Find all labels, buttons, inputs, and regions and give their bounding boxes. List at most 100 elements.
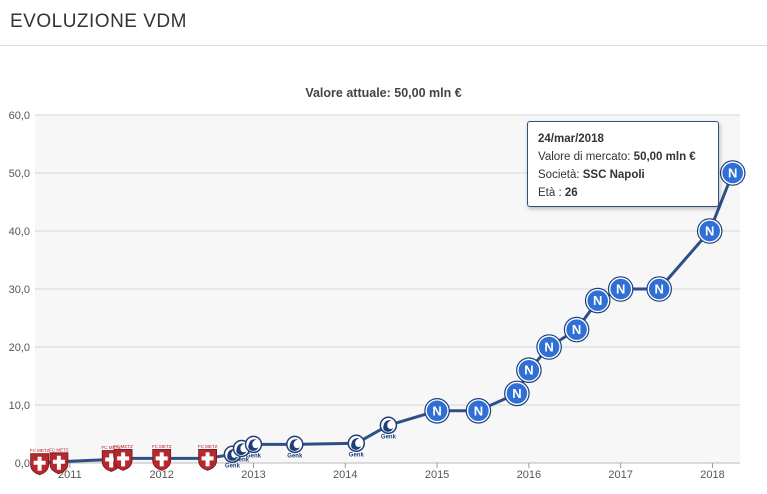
napoli-marker-letter: N	[572, 322, 581, 337]
x-tick-label: 2015	[425, 469, 449, 481]
x-tick-label: 2013	[241, 469, 265, 481]
napoli-marker-letter: N	[593, 293, 602, 308]
napoli-marker-ring	[584, 287, 611, 314]
napoli-marker-letter: N	[705, 224, 714, 239]
genk-marker-swirl	[351, 438, 362, 450]
tooltip-market-value: 50,00 mln €	[633, 151, 696, 163]
data-point: Genk	[379, 416, 398, 440]
napoli-marker-ring	[465, 397, 492, 424]
napoli-marker	[425, 399, 449, 423]
napoli-marker	[720, 161, 745, 185]
data-point: N	[516, 357, 542, 384]
genk-marker-label: Genk	[349, 452, 365, 458]
y-tick-label: 40,0	[9, 226, 30, 238]
napoli-marker-letter: N	[655, 282, 664, 297]
genk-marker-label: Genk	[246, 453, 262, 459]
genk-marker-label: Genk	[225, 463, 241, 469]
data-point: N	[696, 218, 723, 244]
napoli-marker-ring	[536, 334, 562, 360]
y-tick-label: 30,0	[9, 284, 30, 296]
napoli-marker	[564, 317, 589, 342]
data-point: FC METZ	[198, 444, 218, 471]
napoli-marker	[697, 219, 722, 243]
tooltip-market-value-row: Valore di mercato: 50,00 mln €	[538, 148, 708, 166]
napoli-marker-ring	[719, 160, 746, 186]
data-point: N	[607, 276, 634, 302]
genk-marker-label: Genk	[381, 434, 397, 440]
y-tick-label: 60,0	[9, 110, 30, 122]
data-point: N	[584, 287, 611, 314]
data-point: Genk	[244, 435, 263, 459]
y-tick-label: 50,0	[9, 168, 30, 180]
data-point: N	[563, 316, 590, 343]
metz-marker-label: FC METZ	[113, 444, 133, 449]
napoli-marker-ring	[424, 397, 450, 424]
chart-title: Valore attuale: 50,00 mln €	[305, 86, 462, 100]
metz-marker-cross	[201, 452, 214, 467]
napoli-marker-ring	[646, 276, 673, 302]
data-point: FC METZ	[30, 448, 50, 476]
genk-marker-swirl	[383, 420, 394, 432]
y-tick-label: 10,0	[9, 400, 30, 412]
tooltip-club-label: Società:	[538, 169, 580, 181]
data-point: N	[465, 397, 492, 424]
y-tick-label: 0,0	[15, 458, 30, 470]
data-point: N	[504, 380, 530, 407]
axes: 0,0 10,0 20,0 30,0 40,0 50,0 60,0 2011 2012 2013 2…	[9, 110, 740, 481]
y-tick-label: 20,0	[9, 342, 30, 354]
data-point: N	[536, 334, 562, 360]
genk-marker-swirl	[227, 449, 238, 461]
metz-marker-label: FC METZ	[30, 448, 50, 453]
napoli-marker	[608, 277, 633, 301]
napoli-marker-ring	[696, 218, 723, 244]
napoli-marker-letter: N	[432, 403, 441, 418]
napoli-marker	[505, 381, 529, 406]
napoli-marker	[517, 358, 541, 382]
tooltip-club: SSC Napoli	[582, 169, 645, 181]
genk-marker-swirl	[289, 439, 300, 451]
data-point: N	[719, 160, 746, 186]
tooltip-age-label: Età :	[538, 187, 562, 199]
napoli-marker-letter: N	[728, 166, 737, 181]
x-tick-label: 2018	[700, 469, 724, 481]
tooltip-age: 26	[564, 187, 578, 199]
napoli-marker	[466, 399, 491, 423]
x-tick-label: 2017	[608, 469, 632, 481]
x-tick-label: 2011	[58, 469, 82, 481]
napoli-marker	[537, 335, 561, 359]
data-point: FC METZ	[49, 447, 69, 475]
metz-marker-cross	[105, 453, 118, 468]
x-tick-label: 2016	[517, 469, 541, 481]
napoli-marker-ring	[563, 316, 590, 343]
data-point: FC METZ	[113, 444, 133, 471]
metz-marker-label: FC METZ	[152, 444, 172, 449]
metz-marker-label: FC METZ	[198, 444, 218, 449]
napoli-marker-ring	[516, 357, 542, 384]
metz-marker-label: FC METZ	[49, 447, 69, 452]
metz-marker-cross	[33, 456, 46, 471]
metz-marker-cross	[52, 455, 65, 470]
metz-marker-cross	[155, 452, 168, 467]
tooltip-date: 24/mar/2018	[538, 133, 604, 145]
napoli-marker-letter: N	[544, 340, 553, 355]
chart-tooltip: 24/mar/2018 Valore di mercato: 50,00 mln…	[527, 121, 719, 207]
napoli-marker-letter: N	[524, 363, 533, 378]
napoli-marker-ring	[504, 380, 530, 407]
page-header: EVOLUZIONE VDM	[0, 0, 767, 46]
napoli-marker-letter: N	[512, 386, 521, 401]
metz-marker-cross	[117, 452, 130, 467]
genk-marker-swirl	[236, 443, 247, 456]
napoli-marker	[585, 288, 610, 313]
napoli-marker-ring	[607, 276, 634, 302]
x-tick-label: 2012	[149, 469, 173, 481]
data-point: FC METZ	[152, 444, 172, 471]
data-point: N	[646, 276, 673, 302]
data-point: Genk	[347, 434, 366, 458]
genk-marker-swirl	[248, 439, 259, 451]
data-point: N	[424, 397, 450, 424]
genk-marker-label: Genk	[287, 453, 303, 459]
genk-marker-label: Genk	[234, 458, 250, 464]
tooltip-club-row: Società: SSC Napoli	[538, 166, 708, 184]
